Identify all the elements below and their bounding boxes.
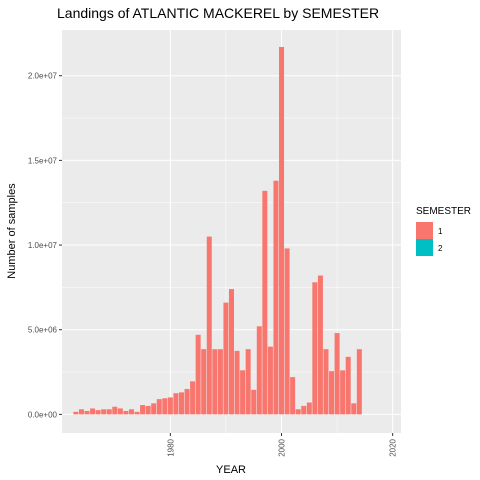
bar-semester-1 [251, 389, 257, 415]
bar-semester-1 [90, 408, 96, 415]
bar-semester-1 [267, 346, 273, 415]
bar-semester-1 [245, 349, 251, 415]
bar-semester-1 [223, 302, 229, 415]
bar-semester-1 [73, 411, 79, 415]
bar-semester-1 [301, 405, 307, 415]
bar-semester-1 [162, 398, 168, 415]
series-1-bars [73, 46, 362, 415]
bar-semester-1 [145, 405, 151, 415]
x-axis-title: YEAR [216, 464, 246, 476]
x-tick-label: 2000 [278, 438, 287, 456]
bar-semester-1 [101, 409, 107, 415]
bar-semester-1 [206, 236, 212, 415]
x-tick-label: 1980 [166, 438, 175, 456]
bar-semester-1 [290, 377, 296, 415]
x-axis-ticks: 1980 2000 2020 [166, 433, 398, 457]
bar-semester-1 [84, 410, 90, 415]
y-axis-title: Number of samples [6, 183, 18, 279]
bar-semester-1 [134, 411, 140, 415]
legend: SEMESTER 1 2 [416, 206, 471, 256]
bar-semester-1 [340, 370, 346, 415]
bar-semester-1 [217, 349, 223, 415]
bar-semester-1 [334, 333, 340, 415]
bar-semester-1 [234, 350, 240, 415]
bar-semester-1 [106, 409, 112, 415]
legend-key-1 [416, 222, 433, 239]
bar-semester-1 [78, 409, 84, 415]
legend-label-1: 1 [438, 227, 443, 236]
y-tick-label: 1.0e+07 [28, 241, 58, 250]
bar-semester-1 [212, 349, 218, 415]
bar-semester-1 [317, 275, 323, 415]
bar-semester-1 [128, 409, 134, 415]
bar-semester-1 [151, 403, 157, 415]
y-axis-ticks: 0.0e+00 5.0e+06 1.0e+07 1.5e+07 2.0e+07 [28, 72, 62, 419]
legend-title: SEMESTER [416, 206, 471, 217]
bar-semester-1 [345, 356, 351, 415]
bar-semester-1 [240, 370, 246, 415]
bar-semester-1 [95, 410, 101, 415]
major-gridlines [62, 30, 401, 433]
legend-key-2 [416, 239, 433, 256]
bar-semester-1 [184, 388, 190, 415]
chart-title: Landings of ATLANTIC MACKEREL by SEMESTE… [57, 5, 379, 21]
bar-semester-1 [173, 393, 179, 415]
bar-semester-1 [123, 410, 129, 415]
bar-semester-1 [312, 282, 318, 415]
y-tick-label: 0.0e+00 [28, 410, 58, 419]
bar-semester-1 [262, 190, 268, 415]
bar-semester-1 [228, 289, 235, 415]
bar-semester-1 [329, 371, 335, 415]
bar-semester-1 [356, 349, 362, 415]
bar-semester-1 [201, 349, 207, 415]
bar-semester-1 [256, 326, 262, 415]
bar-semester-1 [167, 397, 173, 415]
bar-semester-1 [306, 402, 312, 415]
bar-semester-1 [178, 392, 184, 415]
bar-semester-1 [156, 399, 162, 415]
y-tick-label: 5.0e+06 [28, 326, 58, 335]
bar-semester-1 [273, 180, 279, 415]
bar-semester-1 [295, 409, 301, 415]
bar-semester-1 [140, 405, 146, 415]
x-tick-label: 2020 [389, 438, 398, 456]
y-tick-label: 2.0e+07 [28, 72, 58, 81]
bar-semester-1 [284, 248, 290, 415]
bar-semester-1 [323, 349, 329, 415]
bar-semester-1 [351, 403, 357, 415]
legend-label-2: 2 [438, 244, 443, 253]
bar-semester-1 [190, 381, 196, 415]
y-tick-label: 1.5e+07 [28, 156, 58, 165]
bar-semester-1 [117, 408, 123, 415]
bar-semester-1 [112, 406, 118, 415]
bar-semester-1 [279, 46, 285, 415]
bar-semester-1 [195, 334, 201, 415]
